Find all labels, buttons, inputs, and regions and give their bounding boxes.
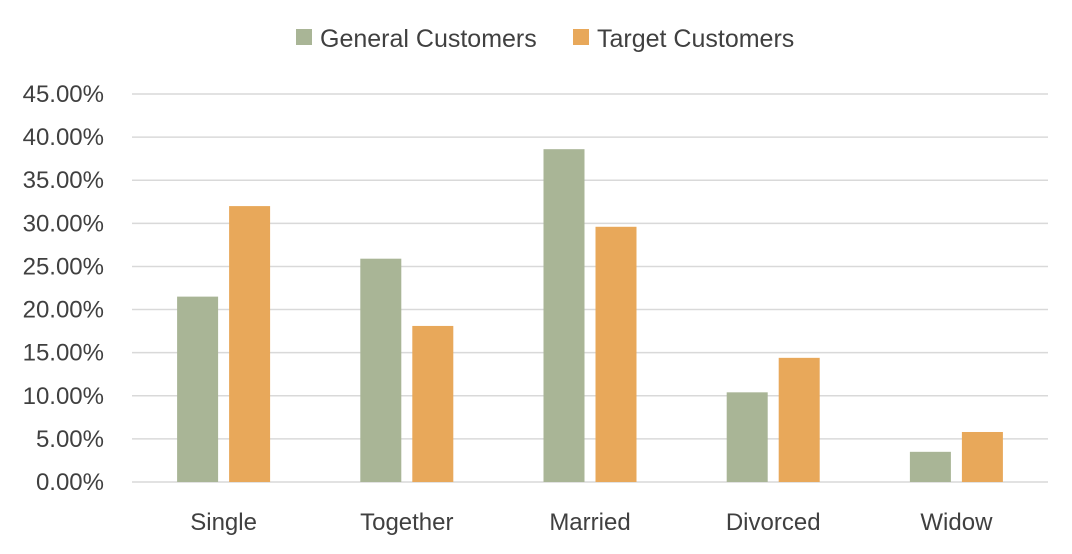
y-tick-label: 5.00% (36, 426, 104, 453)
legend-label: General Customers (320, 25, 537, 53)
x-tick-label: Divorced (726, 509, 821, 536)
y-tick-label: 30.00% (23, 210, 104, 237)
x-axis: Single Together Married Divorced Widow (190, 509, 993, 536)
y-tick-label: 20.00% (23, 297, 104, 324)
y-tick-label: 25.00% (23, 253, 104, 280)
legend-label: Target Customers (597, 25, 794, 53)
bar-target-customers-single (229, 206, 271, 483)
y-tick-label: 35.00% (23, 167, 104, 194)
x-tick-label: Married (549, 509, 630, 536)
y-axis: 0.00% 5.00% 10.00% 15.00% 20.00% 25.00% 30.00%… (23, 81, 104, 496)
bar-general-customers-widow (909, 451, 951, 482)
bars (177, 149, 1003, 483)
y-tick-label: 40.00% (23, 124, 104, 151)
x-tick-label: Single (190, 509, 257, 536)
y-tick-label: 0.00% (36, 469, 104, 496)
bar-general-customers-married (543, 149, 585, 482)
x-tick-label: Widow (920, 509, 993, 536)
y-tick-label: 10.00% (23, 383, 104, 410)
bar-target-customers-divorced (778, 357, 820, 482)
legend-swatch (296, 29, 312, 45)
bar-general-customers-single (177, 296, 219, 482)
bar-target-customers-together (412, 325, 454, 482)
y-tick-label: 15.00% (23, 340, 104, 367)
gridlines (132, 93, 1048, 483)
chart-legend: General Customers Target Customers (296, 25, 794, 53)
bar-general-customers-together (360, 258, 402, 482)
x-tick-label: Together (360, 509, 453, 536)
legend-swatch (573, 29, 589, 45)
bar-target-customers-married (595, 226, 637, 482)
bar-general-customers-divorced (726, 392, 768, 482)
y-tick-label: 45.00% (23, 81, 104, 108)
bar-target-customers-widow (961, 431, 1003, 482)
